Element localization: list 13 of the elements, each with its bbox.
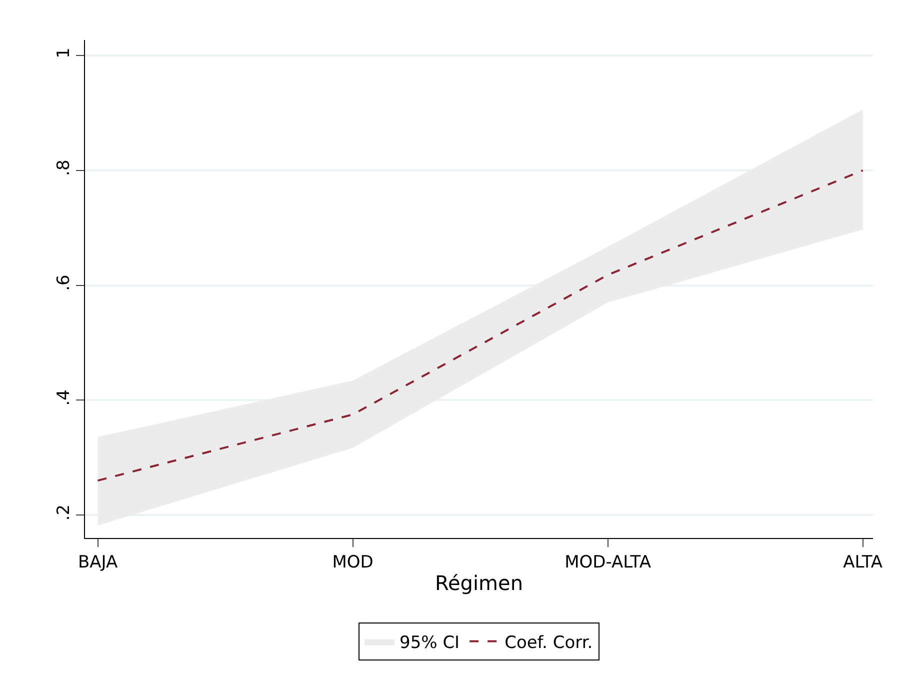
x-axis-title: Régimen xyxy=(434,570,524,595)
y-tick-label: .2 xyxy=(54,504,74,521)
y-tick-label: .8 xyxy=(54,160,74,176)
legend-label: Coef. Corr. xyxy=(504,632,593,653)
x-tick-label: BAJA xyxy=(78,552,118,572)
x-tick-label: ALTA xyxy=(843,552,883,572)
line-series xyxy=(96,169,864,482)
y-tick-label: 1 xyxy=(54,48,74,58)
y-tick-label: .4 xyxy=(54,389,74,406)
x-tick-label: MOD xyxy=(332,552,374,572)
x-tick-label: MOD-ALTA xyxy=(564,552,652,572)
y-tick-label: .6 xyxy=(54,274,74,291)
legend-label: 95% CI xyxy=(400,632,460,653)
